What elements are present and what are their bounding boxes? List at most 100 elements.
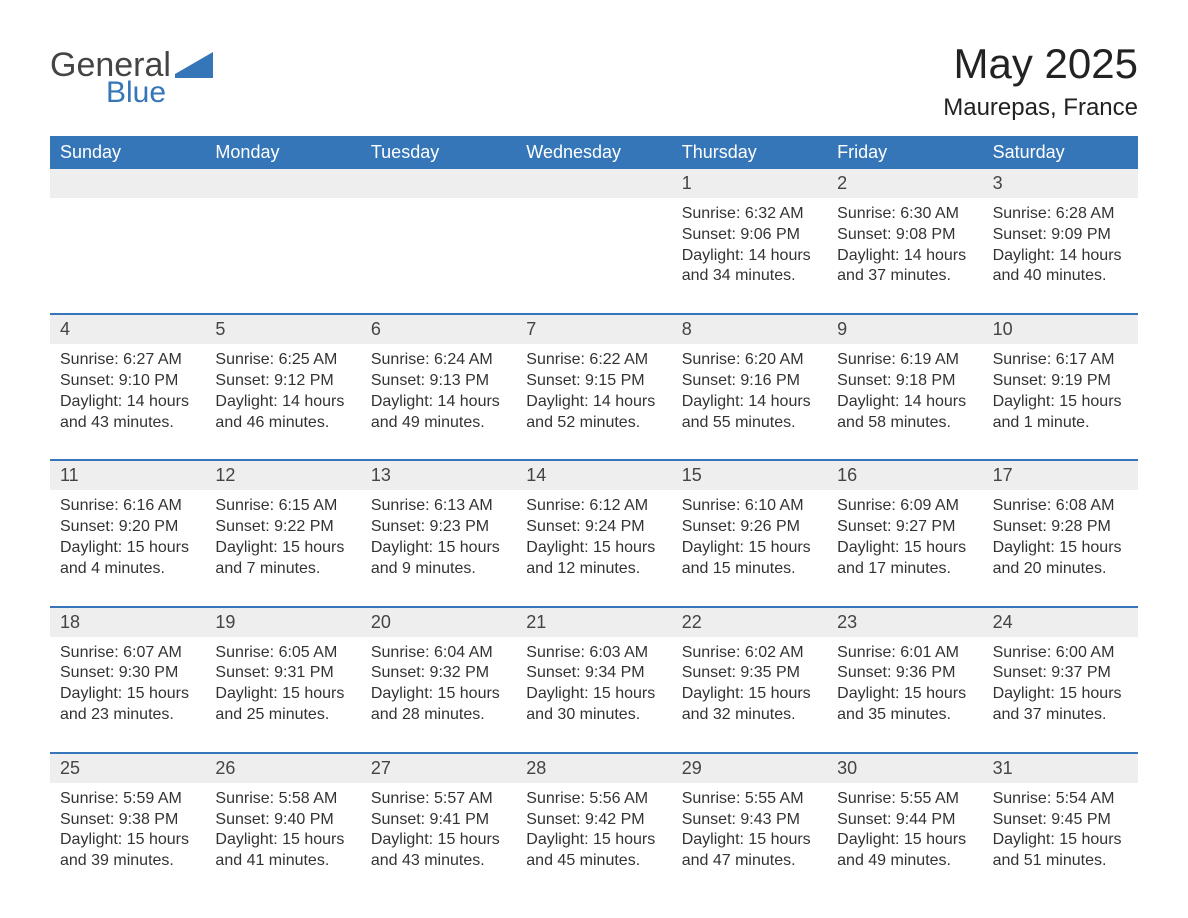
day-body-row: Sunrise: 6:16 AMSunset: 9:20 PMDaylight:… — [50, 490, 1138, 579]
sunrise-text: Sunrise: 6:17 AM — [993, 350, 1128, 371]
sunrise-text: Sunrise: 6:01 AM — [837, 643, 972, 664]
day-number-strip: 25262728293031 — [50, 754, 1138, 783]
daylight-text: Daylight: 14 hours and 43 minutes. — [60, 392, 195, 434]
sunrise-text: Sunrise: 5:59 AM — [60, 789, 195, 810]
weeks-container: 123Sunrise: 6:32 AMSunset: 9:06 PMDaylig… — [50, 169, 1138, 872]
daylight-text: Daylight: 15 hours and 25 minutes. — [215, 684, 350, 726]
day-number: 24 — [983, 608, 1138, 637]
sunset-text: Sunset: 9:42 PM — [526, 810, 661, 831]
day-cell — [516, 198, 671, 287]
week-block: 123Sunrise: 6:32 AMSunset: 9:06 PMDaylig… — [50, 169, 1138, 287]
day-cell: Sunrise: 6:15 AMSunset: 9:22 PMDaylight:… — [205, 490, 360, 579]
day-number: 4 — [50, 315, 205, 344]
header: General Blue May 2025 Maurepas, France — [50, 40, 1138, 122]
sunset-text: Sunset: 9:18 PM — [837, 371, 972, 392]
day-header-row: Sunday Monday Tuesday Wednesday Thursday… — [50, 136, 1138, 169]
day-cell — [50, 198, 205, 287]
sunrise-text: Sunrise: 6:00 AM — [993, 643, 1128, 664]
logo-blue: Blue — [106, 78, 171, 108]
logo-text: General Blue — [50, 48, 171, 108]
sunrise-text: Sunrise: 5:57 AM — [371, 789, 506, 810]
day-header-thursday: Thursday — [672, 136, 827, 169]
daylight-text: Daylight: 15 hours and 9 minutes. — [371, 538, 506, 580]
day-cell: Sunrise: 6:20 AMSunset: 9:16 PMDaylight:… — [672, 344, 827, 433]
day-cell: Sunrise: 6:28 AMSunset: 9:09 PMDaylight:… — [983, 198, 1138, 287]
sunrise-text: Sunrise: 5:55 AM — [682, 789, 817, 810]
day-number: 10 — [983, 315, 1138, 344]
sunset-text: Sunset: 9:12 PM — [215, 371, 350, 392]
daylight-text: Daylight: 15 hours and 47 minutes. — [682, 830, 817, 872]
day-number: 29 — [672, 754, 827, 783]
sunset-text: Sunset: 9:36 PM — [837, 663, 972, 684]
day-number: 6 — [361, 315, 516, 344]
daylight-text: Daylight: 15 hours and 39 minutes. — [60, 830, 195, 872]
daylight-text: Daylight: 15 hours and 51 minutes. — [993, 830, 1128, 872]
day-number — [361, 169, 516, 198]
sunrise-text: Sunrise: 6:03 AM — [526, 643, 661, 664]
sunset-text: Sunset: 9:10 PM — [60, 371, 195, 392]
daylight-text: Daylight: 15 hours and 37 minutes. — [993, 684, 1128, 726]
sunrise-text: Sunrise: 5:58 AM — [215, 789, 350, 810]
daylight-text: Daylight: 15 hours and 45 minutes. — [526, 830, 661, 872]
day-cell: Sunrise: 5:56 AMSunset: 9:42 PMDaylight:… — [516, 783, 671, 872]
day-cell: Sunrise: 6:09 AMSunset: 9:27 PMDaylight:… — [827, 490, 982, 579]
sunrise-text: Sunrise: 6:08 AM — [993, 496, 1128, 517]
sunrise-text: Sunrise: 6:07 AM — [60, 643, 195, 664]
location: Maurepas, France — [943, 94, 1138, 122]
day-cell: Sunrise: 6:32 AMSunset: 9:06 PMDaylight:… — [672, 198, 827, 287]
sunrise-text: Sunrise: 6:27 AM — [60, 350, 195, 371]
sunrise-text: Sunrise: 6:10 AM — [682, 496, 817, 517]
month-title: May 2025 — [943, 40, 1138, 88]
day-cell: Sunrise: 6:04 AMSunset: 9:32 PMDaylight:… — [361, 637, 516, 726]
sunrise-text: Sunrise: 6:28 AM — [993, 204, 1128, 225]
sunset-text: Sunset: 9:35 PM — [682, 663, 817, 684]
sunrise-text: Sunrise: 6:22 AM — [526, 350, 661, 371]
week-block: 18192021222324Sunrise: 6:07 AMSunset: 9:… — [50, 606, 1138, 726]
sunset-text: Sunset: 9:19 PM — [993, 371, 1128, 392]
day-body-row: Sunrise: 6:32 AMSunset: 9:06 PMDaylight:… — [50, 198, 1138, 287]
sunrise-text: Sunrise: 6:19 AM — [837, 350, 972, 371]
sunset-text: Sunset: 9:31 PM — [215, 663, 350, 684]
day-number: 31 — [983, 754, 1138, 783]
week-block: 25262728293031Sunrise: 5:59 AMSunset: 9:… — [50, 752, 1138, 872]
title-block: May 2025 Maurepas, France — [943, 40, 1138, 122]
daylight-text: Daylight: 15 hours and 17 minutes. — [837, 538, 972, 580]
sunrise-text: Sunrise: 6:02 AM — [682, 643, 817, 664]
sunset-text: Sunset: 9:13 PM — [371, 371, 506, 392]
day-number: 23 — [827, 608, 982, 637]
sunrise-text: Sunrise: 6:12 AM — [526, 496, 661, 517]
day-cell: Sunrise: 6:16 AMSunset: 9:20 PMDaylight:… — [50, 490, 205, 579]
day-number: 2 — [827, 169, 982, 198]
day-cell: Sunrise: 6:12 AMSunset: 9:24 PMDaylight:… — [516, 490, 671, 579]
day-number: 17 — [983, 461, 1138, 490]
day-cell: Sunrise: 6:25 AMSunset: 9:12 PMDaylight:… — [205, 344, 360, 433]
daylight-text: Daylight: 15 hours and 20 minutes. — [993, 538, 1128, 580]
day-number: 8 — [672, 315, 827, 344]
day-cell: Sunrise: 6:05 AMSunset: 9:31 PMDaylight:… — [205, 637, 360, 726]
day-cell: Sunrise: 5:55 AMSunset: 9:43 PMDaylight:… — [672, 783, 827, 872]
day-number: 22 — [672, 608, 827, 637]
sunset-text: Sunset: 9:30 PM — [60, 663, 195, 684]
daylight-text: Daylight: 15 hours and 23 minutes. — [60, 684, 195, 726]
day-cell: Sunrise: 5:59 AMSunset: 9:38 PMDaylight:… — [50, 783, 205, 872]
sunrise-text: Sunrise: 6:30 AM — [837, 204, 972, 225]
week-block: 11121314151617Sunrise: 6:16 AMSunset: 9:… — [50, 459, 1138, 579]
daylight-text: Daylight: 14 hours and 37 minutes. — [837, 246, 972, 288]
day-number: 21 — [516, 608, 671, 637]
day-body-row: Sunrise: 5:59 AMSunset: 9:38 PMDaylight:… — [50, 783, 1138, 872]
sunset-text: Sunset: 9:22 PM — [215, 517, 350, 538]
day-cell: Sunrise: 6:03 AMSunset: 9:34 PMDaylight:… — [516, 637, 671, 726]
daylight-text: Daylight: 15 hours and 32 minutes. — [682, 684, 817, 726]
day-number: 7 — [516, 315, 671, 344]
day-number: 14 — [516, 461, 671, 490]
day-number: 9 — [827, 315, 982, 344]
day-body-row: Sunrise: 6:27 AMSunset: 9:10 PMDaylight:… — [50, 344, 1138, 433]
day-cell: Sunrise: 5:54 AMSunset: 9:45 PMDaylight:… — [983, 783, 1138, 872]
day-number: 18 — [50, 608, 205, 637]
day-cell: Sunrise: 6:27 AMSunset: 9:10 PMDaylight:… — [50, 344, 205, 433]
day-number — [50, 169, 205, 198]
sunset-text: Sunset: 9:37 PM — [993, 663, 1128, 684]
day-cell: Sunrise: 6:00 AMSunset: 9:37 PMDaylight:… — [983, 637, 1138, 726]
calendar: Sunday Monday Tuesday Wednesday Thursday… — [50, 136, 1138, 872]
sunrise-text: Sunrise: 6:25 AM — [215, 350, 350, 371]
